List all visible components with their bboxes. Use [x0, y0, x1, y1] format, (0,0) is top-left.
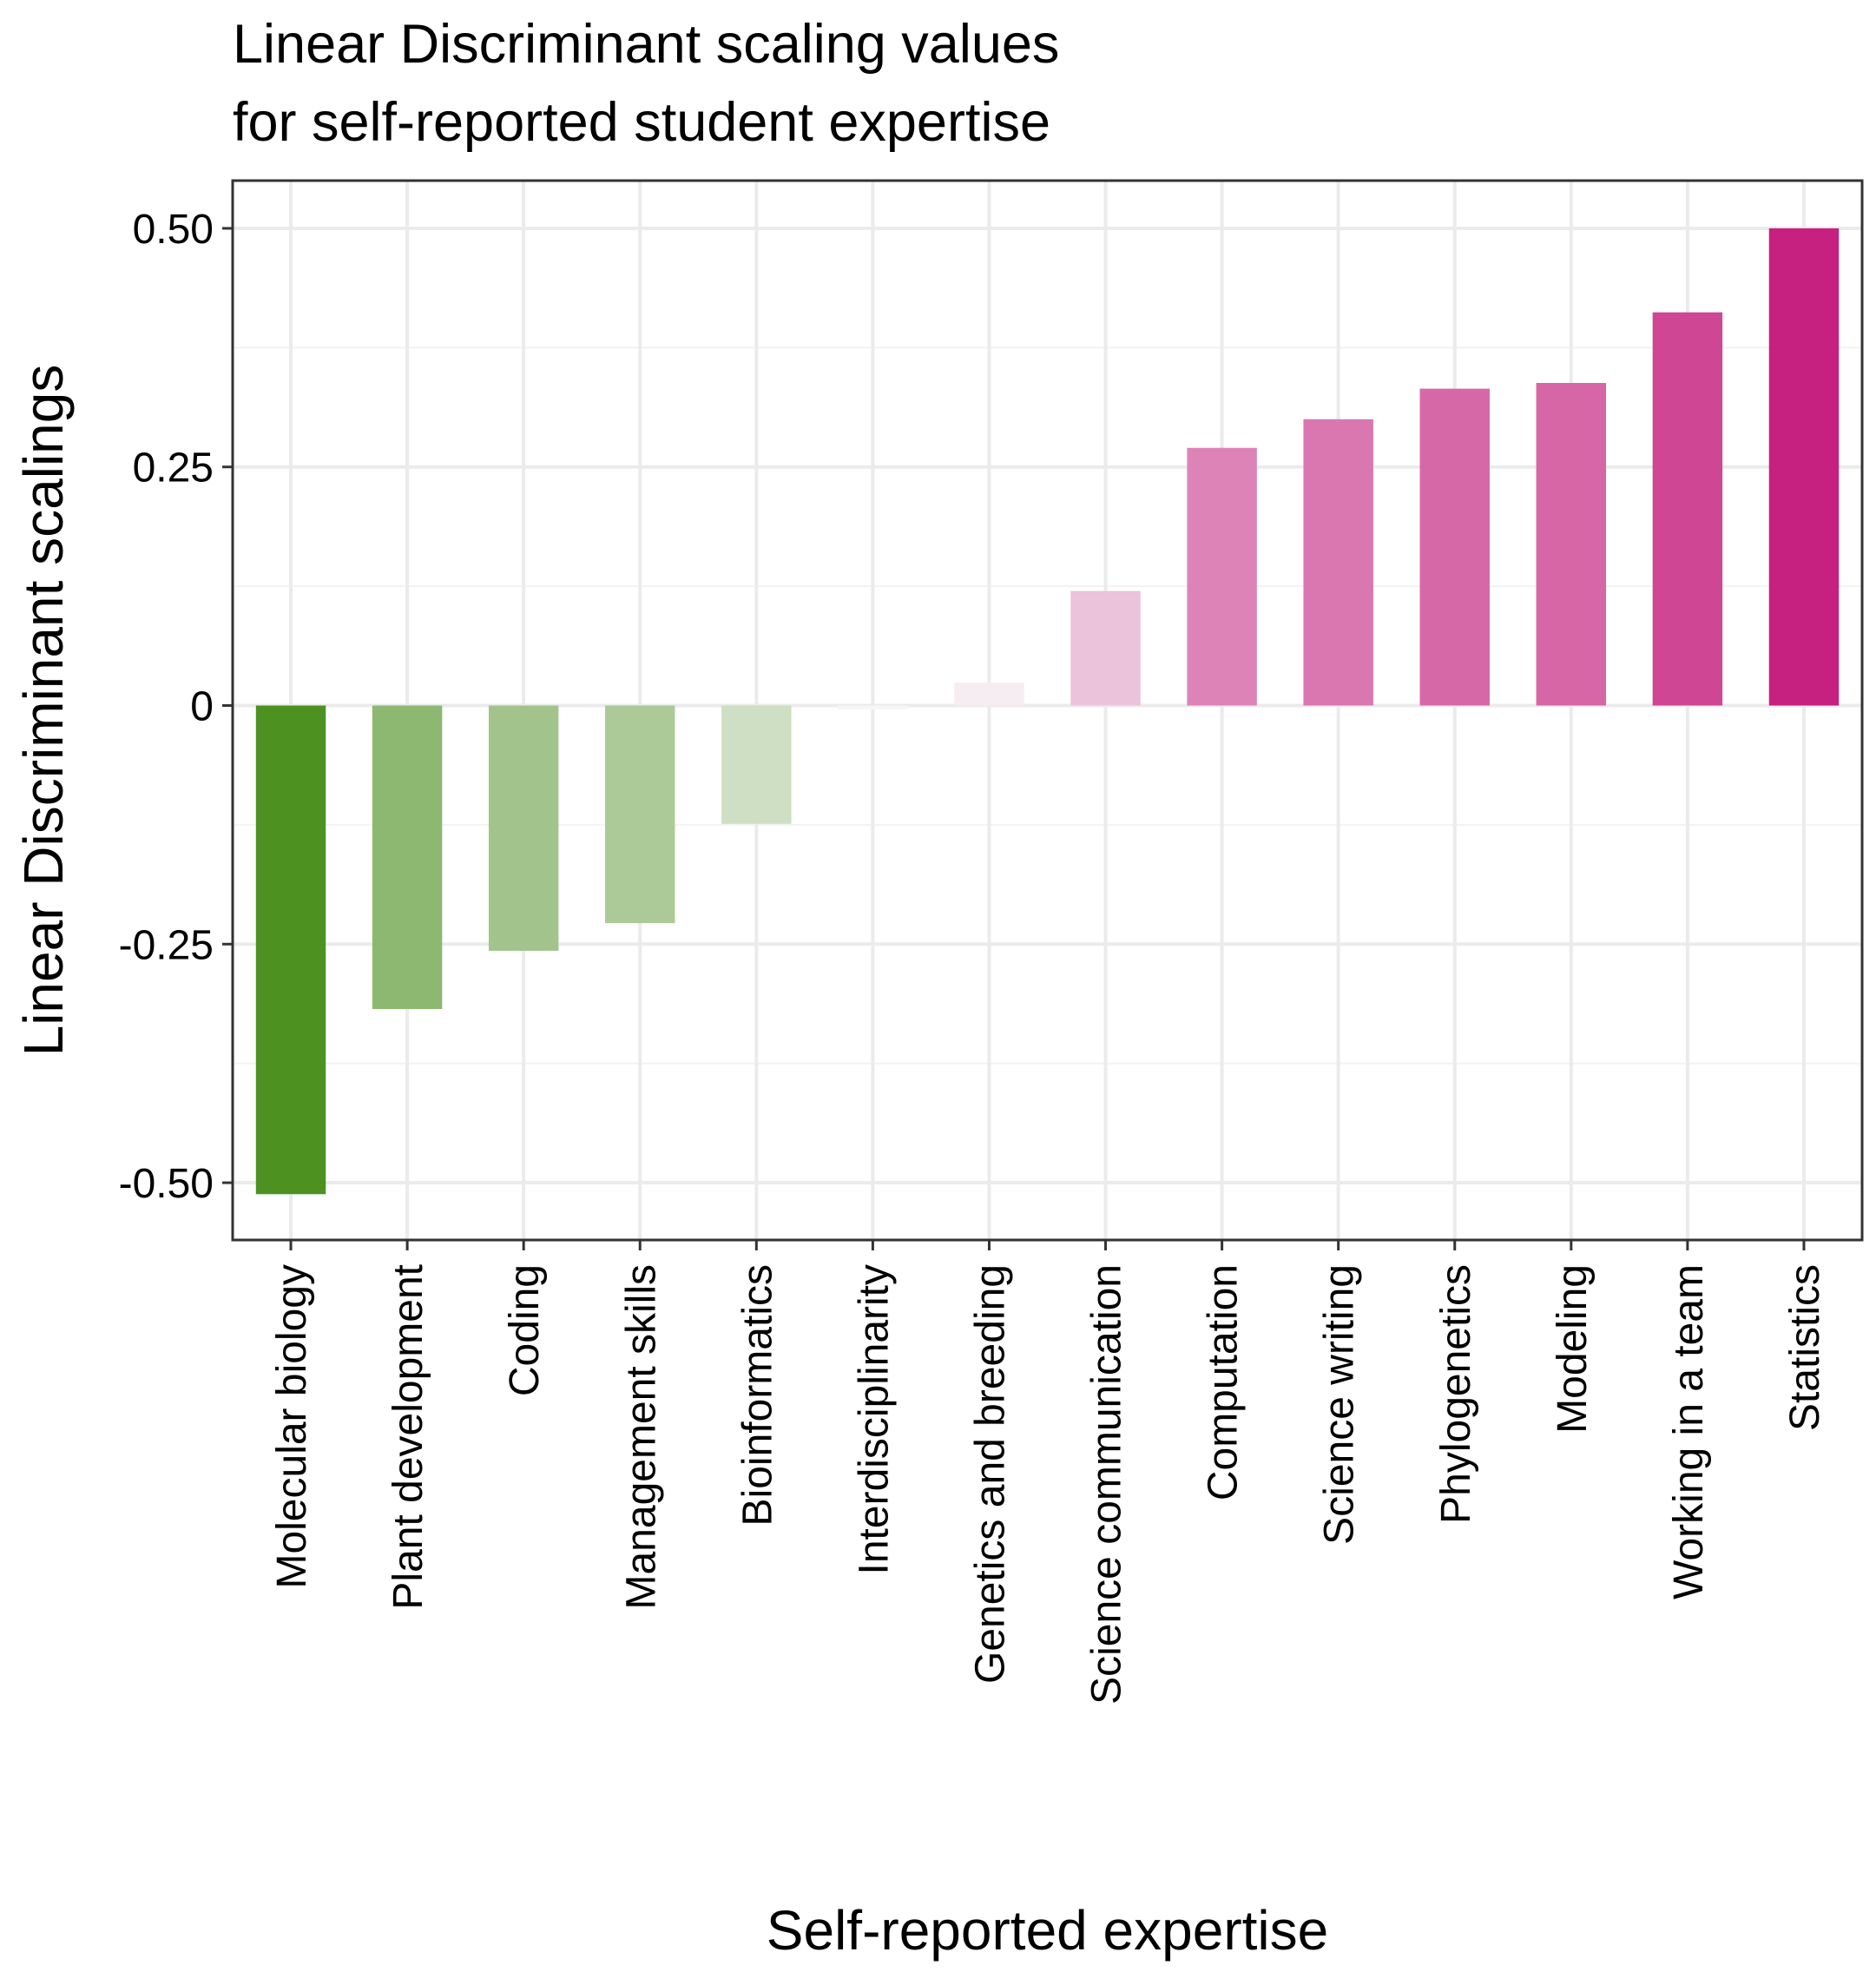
bar	[1303, 419, 1373, 706]
x-tick-label: Interdisciplinarity	[851, 1264, 897, 1574]
bar	[372, 705, 443, 1010]
bar	[838, 705, 908, 709]
x-tick-label: Science communication	[1084, 1264, 1130, 1705]
x-axis-ticks: Molecular biology Plant development Coding…	[269, 1240, 1828, 1705]
y-tick-label: -0.25	[119, 922, 214, 968]
bar	[721, 705, 792, 824]
x-tick-label: Science writing	[1317, 1264, 1363, 1545]
x-tick-label: Computation	[1201, 1264, 1247, 1500]
bar	[1768, 228, 1840, 706]
x-tick-label: Working in a team	[1666, 1264, 1712, 1599]
x-tick-label: Bioinformatics	[734, 1264, 780, 1526]
y-tick-label: -0.50	[119, 1161, 214, 1207]
x-tick-label: Management skills	[618, 1264, 664, 1610]
x-tick-label: Modeling	[1550, 1264, 1596, 1434]
x-tick-label: Genetics and breeding	[967, 1264, 1013, 1684]
bar	[1419, 388, 1490, 706]
bar	[255, 705, 326, 1195]
bars	[255, 228, 1840, 1195]
x-tick-label: Coding	[502, 1264, 548, 1396]
x-tick-label: Statistics	[1782, 1264, 1828, 1431]
bar	[488, 705, 559, 951]
x-tick-label: Phylogenetics	[1433, 1264, 1479, 1524]
y-axis-ticks: -0.50 -0.25 0 0.25 0.50	[119, 207, 233, 1207]
chart-title-line-2: for self-reported student expertise	[233, 92, 1050, 153]
bar	[1070, 590, 1141, 706]
y-axis-title: Linear Discriminant scalings	[12, 365, 75, 1057]
bar	[1187, 447, 1257, 706]
chart-title-line-1: Linear Discriminant scaling values	[233, 14, 1060, 75]
y-tick-label: 0.25	[133, 445, 214, 491]
bar	[1652, 312, 1723, 706]
x-axis-title: Self-reported expertise	[767, 1899, 1328, 1962]
y-tick-label: 0.50	[133, 207, 214, 253]
x-tick-label: Plant development	[385, 1264, 431, 1610]
grid-lines	[233, 181, 1862, 1240]
bar	[1536, 383, 1607, 706]
x-tick-label: Molecular biology	[269, 1264, 315, 1589]
plot-panel-border	[231, 179, 1864, 1242]
y-tick-label: 0	[190, 684, 214, 730]
bar	[954, 683, 1024, 706]
chart-title: Linear Discriminant scaling values for s…	[233, 5, 1795, 162]
bar	[605, 705, 675, 924]
